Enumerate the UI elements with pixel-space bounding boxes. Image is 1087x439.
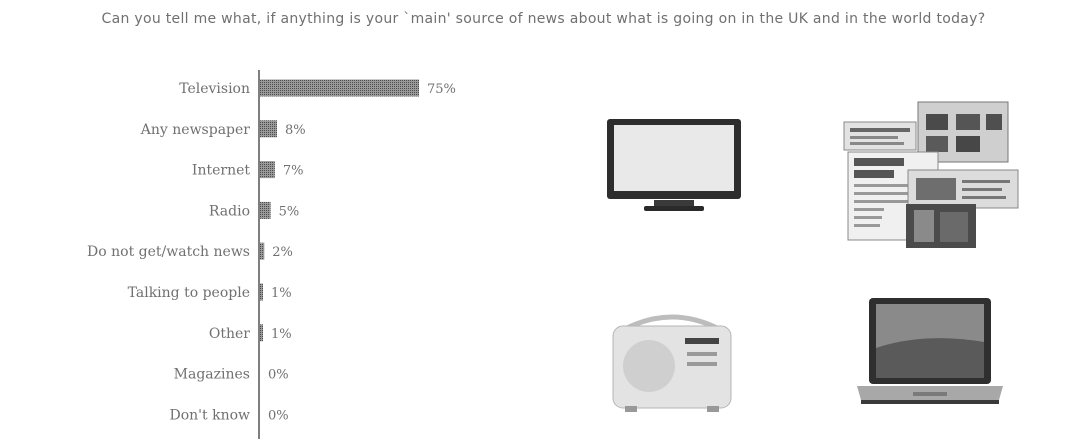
- newspapers-image: [843, 101, 1019, 248]
- value-label: 8%: [285, 123, 306, 138]
- category-label: Talking to people: [128, 285, 250, 301]
- value-label: 75%: [427, 82, 456, 97]
- bar: [260, 120, 277, 138]
- value-label: 2%: [272, 245, 293, 260]
- television-image: [607, 119, 741, 211]
- value-label: 7%: [283, 164, 304, 179]
- category-label: Radio: [209, 203, 250, 219]
- bar: [260, 283, 263, 301]
- bar: [260, 242, 265, 260]
- category-label: Television: [179, 81, 250, 97]
- chart-title: Can you tell me what, if anything is you…: [101, 11, 986, 27]
- category-label: Don't know: [169, 407, 250, 423]
- radio-image: [612, 314, 732, 412]
- bar: [260, 324, 263, 342]
- value-label: 1%: [271, 286, 292, 301]
- category-label: Other: [209, 326, 250, 342]
- bar: [260, 161, 275, 179]
- category-label: Do not get/watch news: [87, 244, 250, 260]
- value-label: 1%: [271, 327, 292, 342]
- bar: [260, 79, 419, 97]
- category-label: Any newspaper: [140, 122, 251, 138]
- laptop-image: [857, 298, 1003, 404]
- value-label: 0%: [268, 368, 289, 383]
- value-label: 5%: [279, 204, 300, 219]
- category-label: Internet: [192, 163, 250, 179]
- value-label: 0%: [268, 408, 289, 423]
- bar: [260, 201, 271, 219]
- category-label: Magazines: [174, 367, 250, 383]
